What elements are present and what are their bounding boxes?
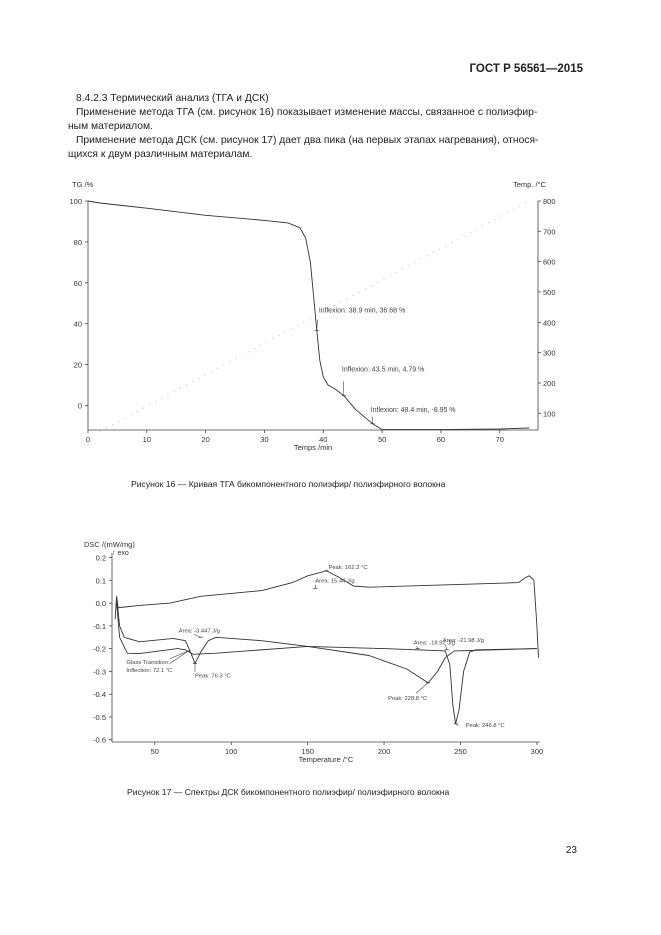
annotation-label: Peak: 162.3 °C [328, 565, 367, 571]
page-number: 23 [565, 845, 577, 856]
x-tick-label: 70 [496, 435, 504, 444]
paragraph-line: Применение метода ТГА (см. рисунок 16) п… [76, 107, 538, 118]
y-tick-label: 0.0 [96, 599, 106, 608]
y2-tick-label: 200 [543, 379, 556, 388]
x-tick-label: 50 [378, 435, 386, 444]
paragraph-line: щихся к двум различным материалам. [68, 149, 253, 160]
x-tick-label: 30 [260, 435, 268, 444]
x-tick-label: 100 [225, 747, 238, 756]
y-tick-label: -0.1 [93, 622, 106, 631]
y2-tick-label: 700 [543, 227, 556, 236]
dsc-chart: 50 100 150 200 250 300 0.2 0.1 0.0 -0.1 -0.2 -0.3 -0… [84, 540, 544, 764]
annotation-label: Inflexion: 38.9 min, 36.68 % [319, 307, 405, 314]
y-tick-label: -0.5 [93, 713, 106, 722]
x-axis-label: Temps /min [294, 443, 332, 452]
figure17-caption: Рисунок 17 — Спектры ДСК бикомпонентного… [127, 787, 450, 797]
figure16-caption: Рисунок 16 — Кривая ТГА бикомпонентного … [131, 479, 446, 489]
y-tick-label: -0.6 [93, 736, 106, 745]
paragraph-line: Применение метода ДСК (см. рисунок 17) д… [76, 135, 539, 146]
series-line-1 [99, 200, 530, 432]
x-tick-label: 10 [143, 435, 151, 444]
annotation-leader [371, 416, 374, 424]
paragraph-line: ным материалом. [68, 121, 153, 132]
exo-label: ↑ exo [112, 550, 129, 557]
x-tick-label: 200 [378, 747, 391, 756]
annotation-leader [169, 650, 189, 664]
annotation-label: Area: 15.44 J/g [315, 578, 354, 584]
x-tick-label: 20 [201, 435, 209, 444]
annotation-leader [445, 644, 448, 650]
annotation-leader [169, 650, 189, 659]
annotation-leader [415, 682, 429, 694]
annotation-leader [193, 633, 201, 638]
x-axis-label: Temperature /°C [299, 755, 354, 764]
annotation-label: Inflexion: 43.5 min, 4.79 % [342, 367, 425, 374]
y2-tick-label: 600 [543, 258, 556, 267]
y2-tick-label: 800 [543, 197, 556, 206]
annotation-label: Area: -3.447 J/g [179, 628, 220, 634]
y-tick-label: -0.3 [93, 667, 106, 676]
annotation-leader [316, 319, 318, 331]
body-text: 8.4.2.3 Термический анализ (ТГА и ДСК) П… [68, 92, 584, 162]
annotation-label: Area: -21.98 J/g [443, 638, 484, 644]
annotation-label: Peak: 228.8 °C [388, 696, 427, 702]
x-tick-label: 60 [437, 435, 445, 444]
x-tick-label: 0 [86, 435, 90, 444]
y-tick-label: 40 [74, 320, 82, 329]
series-line-0 [87, 200, 530, 431]
y-tick-label: 100 [69, 197, 82, 206]
y-tick-label: 0.2 [96, 554, 106, 563]
x-tick-label: 250 [454, 747, 467, 756]
annotation-label: Peak: 76.3 °C [195, 673, 231, 679]
y-tick-label: -0.2 [93, 645, 106, 654]
y-tick-label: 0 [78, 401, 82, 410]
tga-chart: 0 10 20 30 40 50 60 701008060402008007006005004… [69, 180, 556, 452]
y2-tick-label: 100 [543, 409, 556, 418]
x-tick-label: 300 [531, 747, 544, 756]
annotation-label: Area: -18.92 J/g [414, 641, 455, 647]
annotation-label: Peak: 246.8 °C [466, 723, 505, 729]
y-axis-label: DSC /(mW/mg) [84, 540, 135, 549]
series-line-2 [116, 603, 537, 684]
y2-tick-label: 400 [543, 318, 556, 327]
x-tick-label: 40 [319, 435, 327, 444]
annotation-leader [342, 381, 345, 396]
y-tick-label: 80 [74, 238, 82, 247]
annotation-label: Inflection: 72.1 °C [126, 668, 172, 674]
y-tick-label: 20 [74, 361, 82, 370]
series-line-1 [116, 596, 537, 724]
standard-header: ГОСТ Р 56561—2015 [469, 63, 583, 75]
y2-axis-label: Temp. /°C [513, 180, 547, 189]
x-tick-label: 50 [151, 747, 159, 756]
annotation-label: Glass Transition: [126, 660, 170, 666]
y-tick-label: 0.1 [96, 576, 106, 585]
y-tick-label: -0.4 [93, 690, 106, 699]
y-tick-label: 60 [74, 279, 82, 288]
y-axis-label: TG /% [72, 180, 94, 189]
annotation-label: Inflexion: 48.4 min, -8.95 % [371, 407, 456, 414]
section-title: 8.4.2.3 Термический анализ (ТГА и ДСК) [76, 93, 269, 104]
y2-tick-label: 300 [543, 349, 556, 358]
y2-tick-label: 500 [543, 288, 556, 297]
x-tick-label: 150 [301, 747, 314, 756]
